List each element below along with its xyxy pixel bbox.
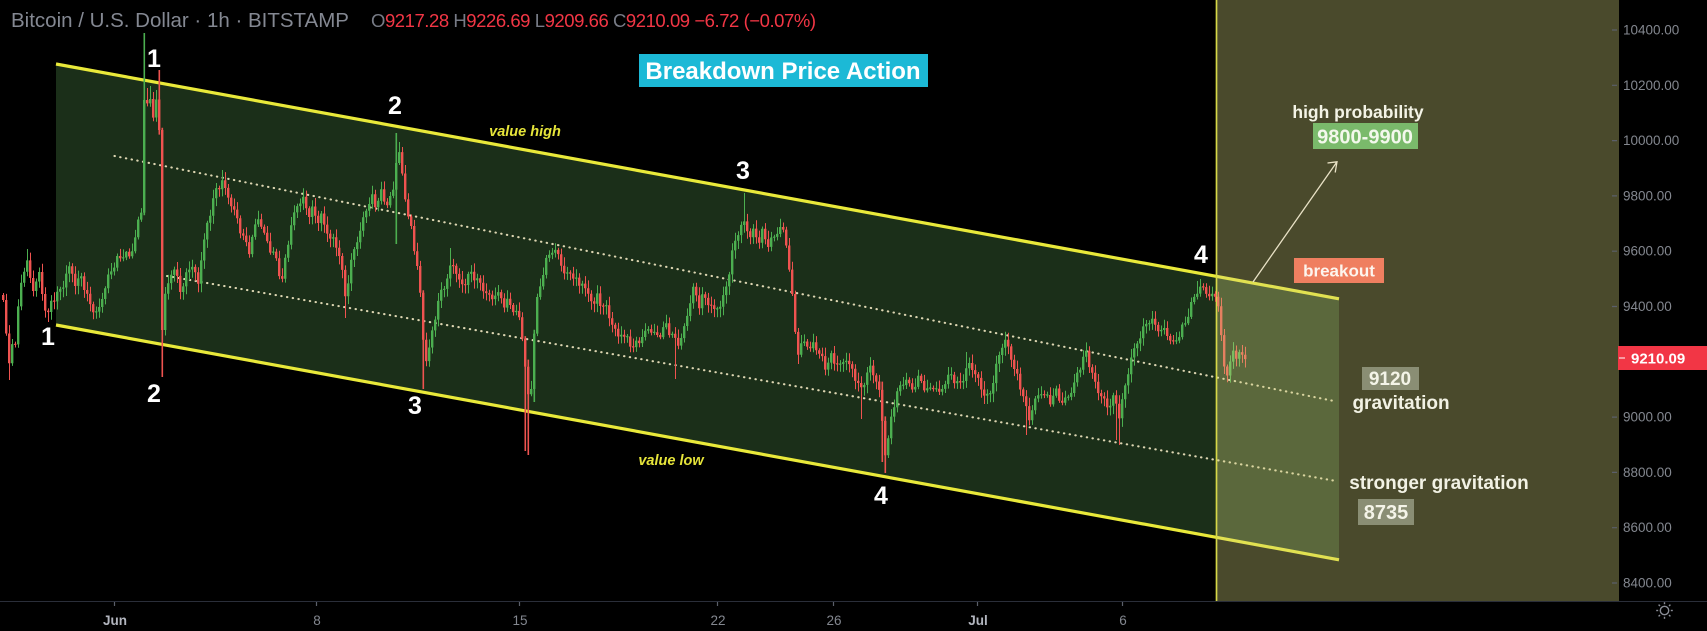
svg-text:9600.00: 9600.00: [1623, 244, 1672, 259]
svg-text:3: 3: [736, 157, 750, 185]
svg-text:stronger gravitation: stronger gravitation: [1349, 473, 1528, 494]
svg-text:9120: 9120: [1369, 369, 1411, 390]
svg-text:4: 4: [874, 482, 888, 510]
svg-text:O9217.28 H9226.69 L9209.66 C92: O9217.28 H9226.69 L9209.66 C9210.09 −6.7…: [371, 10, 816, 31]
svg-text:value high: value high: [489, 124, 561, 140]
svg-text:9400.00: 9400.00: [1623, 299, 1672, 314]
svg-text:8: 8: [313, 613, 321, 628]
svg-text:9800-9900: 9800-9900: [1317, 127, 1413, 149]
svg-text:10400.00: 10400.00: [1623, 23, 1679, 38]
svg-text:breakout: breakout: [1303, 262, 1375, 281]
svg-text:8735: 8735: [1364, 502, 1409, 524]
svg-text:2: 2: [388, 92, 402, 120]
svg-text:Jun: Jun: [103, 613, 127, 628]
svg-text:gravitation: gravitation: [1352, 393, 1449, 414]
svg-text:9800.00: 9800.00: [1623, 188, 1672, 203]
svg-text:26: 26: [826, 613, 841, 628]
svg-text:8800.00: 8800.00: [1623, 465, 1672, 480]
svg-text:high probability: high probability: [1292, 102, 1424, 122]
svg-text:Jul: Jul: [968, 613, 988, 628]
svg-text:value low: value low: [638, 453, 705, 469]
svg-text:2: 2: [147, 380, 161, 408]
svg-text:8600.00: 8600.00: [1623, 520, 1672, 535]
svg-text:9000.00: 9000.00: [1623, 410, 1672, 425]
svg-text:Bitcoin / U.S. Dollar · 1h · B: Bitcoin / U.S. Dollar · 1h · BITSTAMP: [11, 9, 349, 32]
svg-text:9210.09: 9210.09: [1631, 351, 1685, 368]
svg-text:1: 1: [147, 45, 161, 73]
svg-text:15: 15: [512, 613, 527, 628]
svg-text:8400.00: 8400.00: [1623, 576, 1672, 591]
svg-text:3: 3: [408, 392, 422, 420]
svg-text:1: 1: [41, 323, 55, 351]
svg-text:4: 4: [1194, 241, 1208, 269]
svg-text:22: 22: [710, 613, 725, 628]
svg-text:6: 6: [1119, 613, 1127, 628]
svg-text:Breakdown Price Action: Breakdown Price Action: [645, 58, 920, 85]
svg-text:10000.00: 10000.00: [1623, 133, 1679, 148]
svg-text:10200.00: 10200.00: [1623, 78, 1679, 93]
